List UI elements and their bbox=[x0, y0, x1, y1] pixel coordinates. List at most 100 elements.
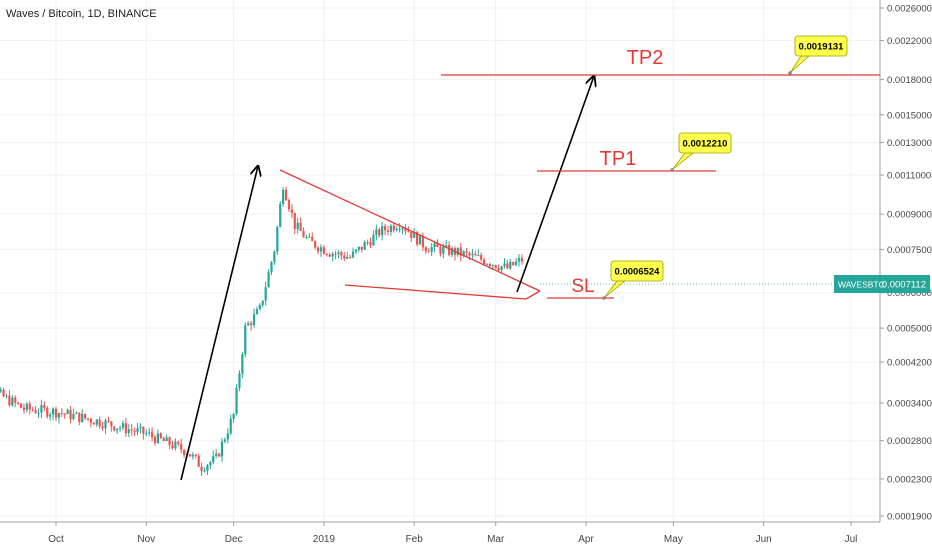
candle-body bbox=[113, 426, 116, 431]
candle-body bbox=[165, 437, 168, 442]
candle-body bbox=[162, 438, 165, 442]
candle bbox=[258, 303, 261, 311]
candle-body bbox=[512, 261, 515, 266]
candle-body bbox=[5, 395, 8, 397]
candle-body bbox=[276, 226, 279, 252]
callout-box bbox=[610, 260, 664, 282]
candle bbox=[512, 261, 515, 266]
candle bbox=[520, 254, 524, 265]
candle bbox=[232, 413, 235, 423]
candle bbox=[78, 412, 81, 426]
candle-body bbox=[142, 426, 145, 434]
candle-body bbox=[14, 397, 17, 403]
candle bbox=[124, 417, 127, 437]
candle-body bbox=[375, 229, 378, 235]
candle bbox=[177, 440, 180, 446]
candle bbox=[200, 462, 203, 477]
y-tick-label: 0.0009000 bbox=[887, 209, 932, 220]
candle-body bbox=[34, 410, 37, 413]
candle bbox=[360, 246, 363, 253]
candle bbox=[465, 248, 468, 258]
candle bbox=[284, 186, 288, 201]
candle bbox=[180, 438, 183, 454]
candle-body bbox=[445, 245, 448, 247]
candle-body bbox=[343, 255, 346, 259]
candle-body bbox=[215, 453, 218, 456]
candle bbox=[133, 427, 136, 436]
candle bbox=[209, 460, 212, 470]
candle-body bbox=[206, 465, 209, 471]
candle bbox=[264, 281, 267, 306]
candle-body bbox=[491, 265, 494, 267]
candle bbox=[153, 434, 157, 446]
candle-body bbox=[459, 247, 462, 256]
candle-body bbox=[54, 408, 58, 418]
candle bbox=[89, 417, 93, 428]
candle bbox=[305, 234, 308, 240]
candle-body bbox=[325, 253, 328, 255]
candle-body bbox=[427, 251, 430, 253]
candle-body bbox=[49, 414, 52, 417]
candle bbox=[517, 254, 521, 267]
candle-body bbox=[98, 419, 101, 427]
candle-body bbox=[156, 433, 160, 443]
projection-arrow bbox=[516, 76, 594, 293]
candle-body bbox=[369, 242, 372, 246]
candle bbox=[57, 412, 61, 424]
candle bbox=[282, 187, 285, 207]
candle-body bbox=[267, 272, 270, 288]
candle-body bbox=[331, 253, 334, 257]
callout-anchor bbox=[788, 71, 792, 75]
candle bbox=[25, 401, 28, 413]
candle bbox=[314, 240, 317, 250]
candle-body bbox=[354, 249, 358, 252]
x-tick-label: Oct bbox=[48, 534, 64, 545]
candle-body bbox=[200, 466, 203, 472]
candle bbox=[220, 438, 224, 463]
candle bbox=[252, 308, 256, 328]
candle-body bbox=[63, 413, 66, 415]
candle-body bbox=[378, 229, 381, 236]
candle-body bbox=[124, 423, 127, 434]
candle bbox=[116, 428, 119, 434]
level-label: TP1 bbox=[600, 148, 637, 170]
candle-body bbox=[273, 251, 276, 262]
candle bbox=[375, 224, 378, 241]
candle-body bbox=[424, 247, 427, 252]
candle-body bbox=[159, 433, 162, 439]
candle bbox=[130, 423, 133, 436]
candle-body bbox=[203, 470, 206, 472]
candle-body bbox=[509, 261, 512, 269]
candle-body bbox=[194, 454, 197, 456]
candle-body bbox=[69, 409, 72, 420]
y-tick-label: 0.0013000 bbox=[887, 138, 932, 149]
candle-body bbox=[25, 403, 28, 410]
y-tick-label: 0.0006000 bbox=[887, 288, 932, 299]
candle-body bbox=[145, 433, 148, 435]
candle-body bbox=[92, 422, 95, 425]
level-label: TP2 bbox=[627, 47, 664, 69]
candle-body bbox=[174, 441, 177, 449]
candle bbox=[37, 408, 40, 419]
candle-body bbox=[282, 189, 285, 204]
candle bbox=[49, 412, 52, 421]
candle-body bbox=[255, 309, 259, 315]
candle bbox=[226, 428, 229, 444]
candle bbox=[267, 269, 270, 288]
candle bbox=[183, 448, 186, 458]
candle bbox=[474, 250, 477, 256]
candle bbox=[340, 250, 343, 261]
price-tag-box bbox=[834, 275, 930, 293]
candle bbox=[247, 320, 250, 326]
y-tick-label: 0.0003400 bbox=[887, 399, 932, 410]
candle-body bbox=[133, 430, 136, 432]
candle-body bbox=[308, 236, 311, 238]
candle bbox=[22, 403, 26, 414]
candle-body bbox=[363, 242, 366, 250]
candle bbox=[40, 399, 43, 418]
candle-body bbox=[51, 408, 55, 415]
candle bbox=[217, 452, 221, 458]
candle-body bbox=[229, 418, 232, 434]
